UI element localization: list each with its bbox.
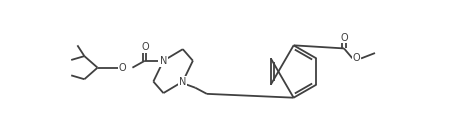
Text: O: O — [340, 33, 348, 43]
Text: N: N — [179, 77, 186, 87]
Text: N: N — [160, 56, 167, 66]
Text: O: O — [353, 53, 360, 63]
Text: O: O — [141, 42, 149, 52]
Text: O: O — [119, 63, 126, 73]
